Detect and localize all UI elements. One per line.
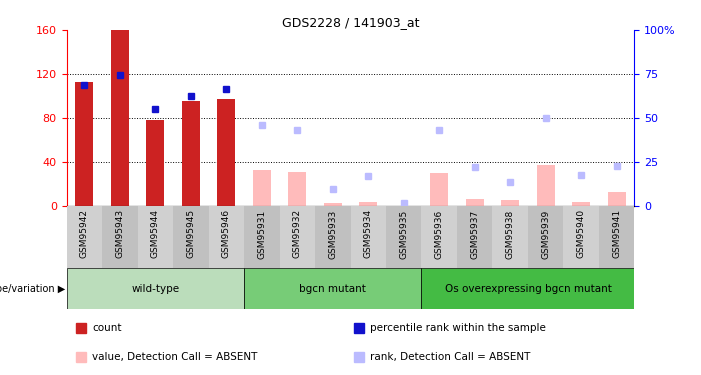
Text: count: count bbox=[92, 323, 122, 333]
Bar bbox=[67, 268, 244, 309]
Bar bbox=[280, 206, 315, 268]
Bar bbox=[457, 206, 492, 268]
Bar bbox=[430, 173, 448, 206]
Bar bbox=[173, 206, 209, 268]
Text: genotype/variation ▶: genotype/variation ▶ bbox=[0, 284, 65, 294]
Text: bgcn mutant: bgcn mutant bbox=[299, 284, 366, 294]
Text: Os overexpressing bgcn mutant: Os overexpressing bgcn mutant bbox=[444, 284, 611, 294]
Text: GSM95940: GSM95940 bbox=[577, 209, 585, 258]
Bar bbox=[253, 170, 271, 206]
Text: rank, Detection Call = ABSENT: rank, Detection Call = ABSENT bbox=[370, 352, 531, 362]
Text: GSM95942: GSM95942 bbox=[80, 209, 89, 258]
Text: GSM95939: GSM95939 bbox=[541, 209, 550, 259]
Bar bbox=[501, 200, 519, 206]
Bar bbox=[564, 206, 599, 268]
Bar bbox=[421, 206, 457, 268]
Bar bbox=[324, 203, 341, 206]
Bar bbox=[147, 120, 164, 206]
Bar bbox=[315, 206, 350, 268]
Bar bbox=[572, 202, 590, 206]
Bar bbox=[102, 206, 137, 268]
Bar bbox=[537, 165, 554, 206]
Text: percentile rank within the sample: percentile rank within the sample bbox=[370, 323, 546, 333]
Bar bbox=[528, 206, 564, 268]
Bar bbox=[608, 192, 625, 206]
Text: GSM95941: GSM95941 bbox=[612, 209, 621, 258]
Text: GSM95943: GSM95943 bbox=[116, 209, 124, 258]
Bar bbox=[244, 268, 421, 309]
Bar bbox=[386, 206, 421, 268]
Bar bbox=[217, 99, 235, 206]
Bar bbox=[111, 30, 129, 206]
Text: GSM95931: GSM95931 bbox=[257, 209, 266, 259]
Bar bbox=[288, 172, 306, 206]
Bar bbox=[76, 82, 93, 206]
Bar bbox=[492, 206, 528, 268]
Text: GSM95933: GSM95933 bbox=[328, 209, 337, 259]
Bar bbox=[599, 206, 634, 268]
Text: GSM95945: GSM95945 bbox=[186, 209, 196, 258]
Text: GSM95934: GSM95934 bbox=[364, 209, 373, 258]
Text: wild-type: wild-type bbox=[131, 284, 179, 294]
Bar bbox=[137, 206, 173, 268]
Bar bbox=[209, 206, 244, 268]
Bar bbox=[466, 198, 484, 206]
Bar bbox=[182, 100, 200, 206]
Bar bbox=[360, 202, 377, 206]
Text: GSM95937: GSM95937 bbox=[470, 209, 479, 259]
Bar bbox=[244, 206, 280, 268]
Text: GSM95932: GSM95932 bbox=[293, 209, 301, 258]
Bar bbox=[350, 206, 386, 268]
Text: GSM95936: GSM95936 bbox=[435, 209, 444, 259]
Text: GSM95935: GSM95935 bbox=[400, 209, 408, 259]
Text: GSM95944: GSM95944 bbox=[151, 209, 160, 258]
Text: GSM95938: GSM95938 bbox=[505, 209, 515, 259]
Title: GDS2228 / 141903_at: GDS2228 / 141903_at bbox=[282, 16, 419, 29]
Text: value, Detection Call = ABSENT: value, Detection Call = ABSENT bbox=[92, 352, 257, 362]
Text: GSM95946: GSM95946 bbox=[222, 209, 231, 258]
Bar bbox=[421, 268, 634, 309]
Bar bbox=[67, 206, 102, 268]
